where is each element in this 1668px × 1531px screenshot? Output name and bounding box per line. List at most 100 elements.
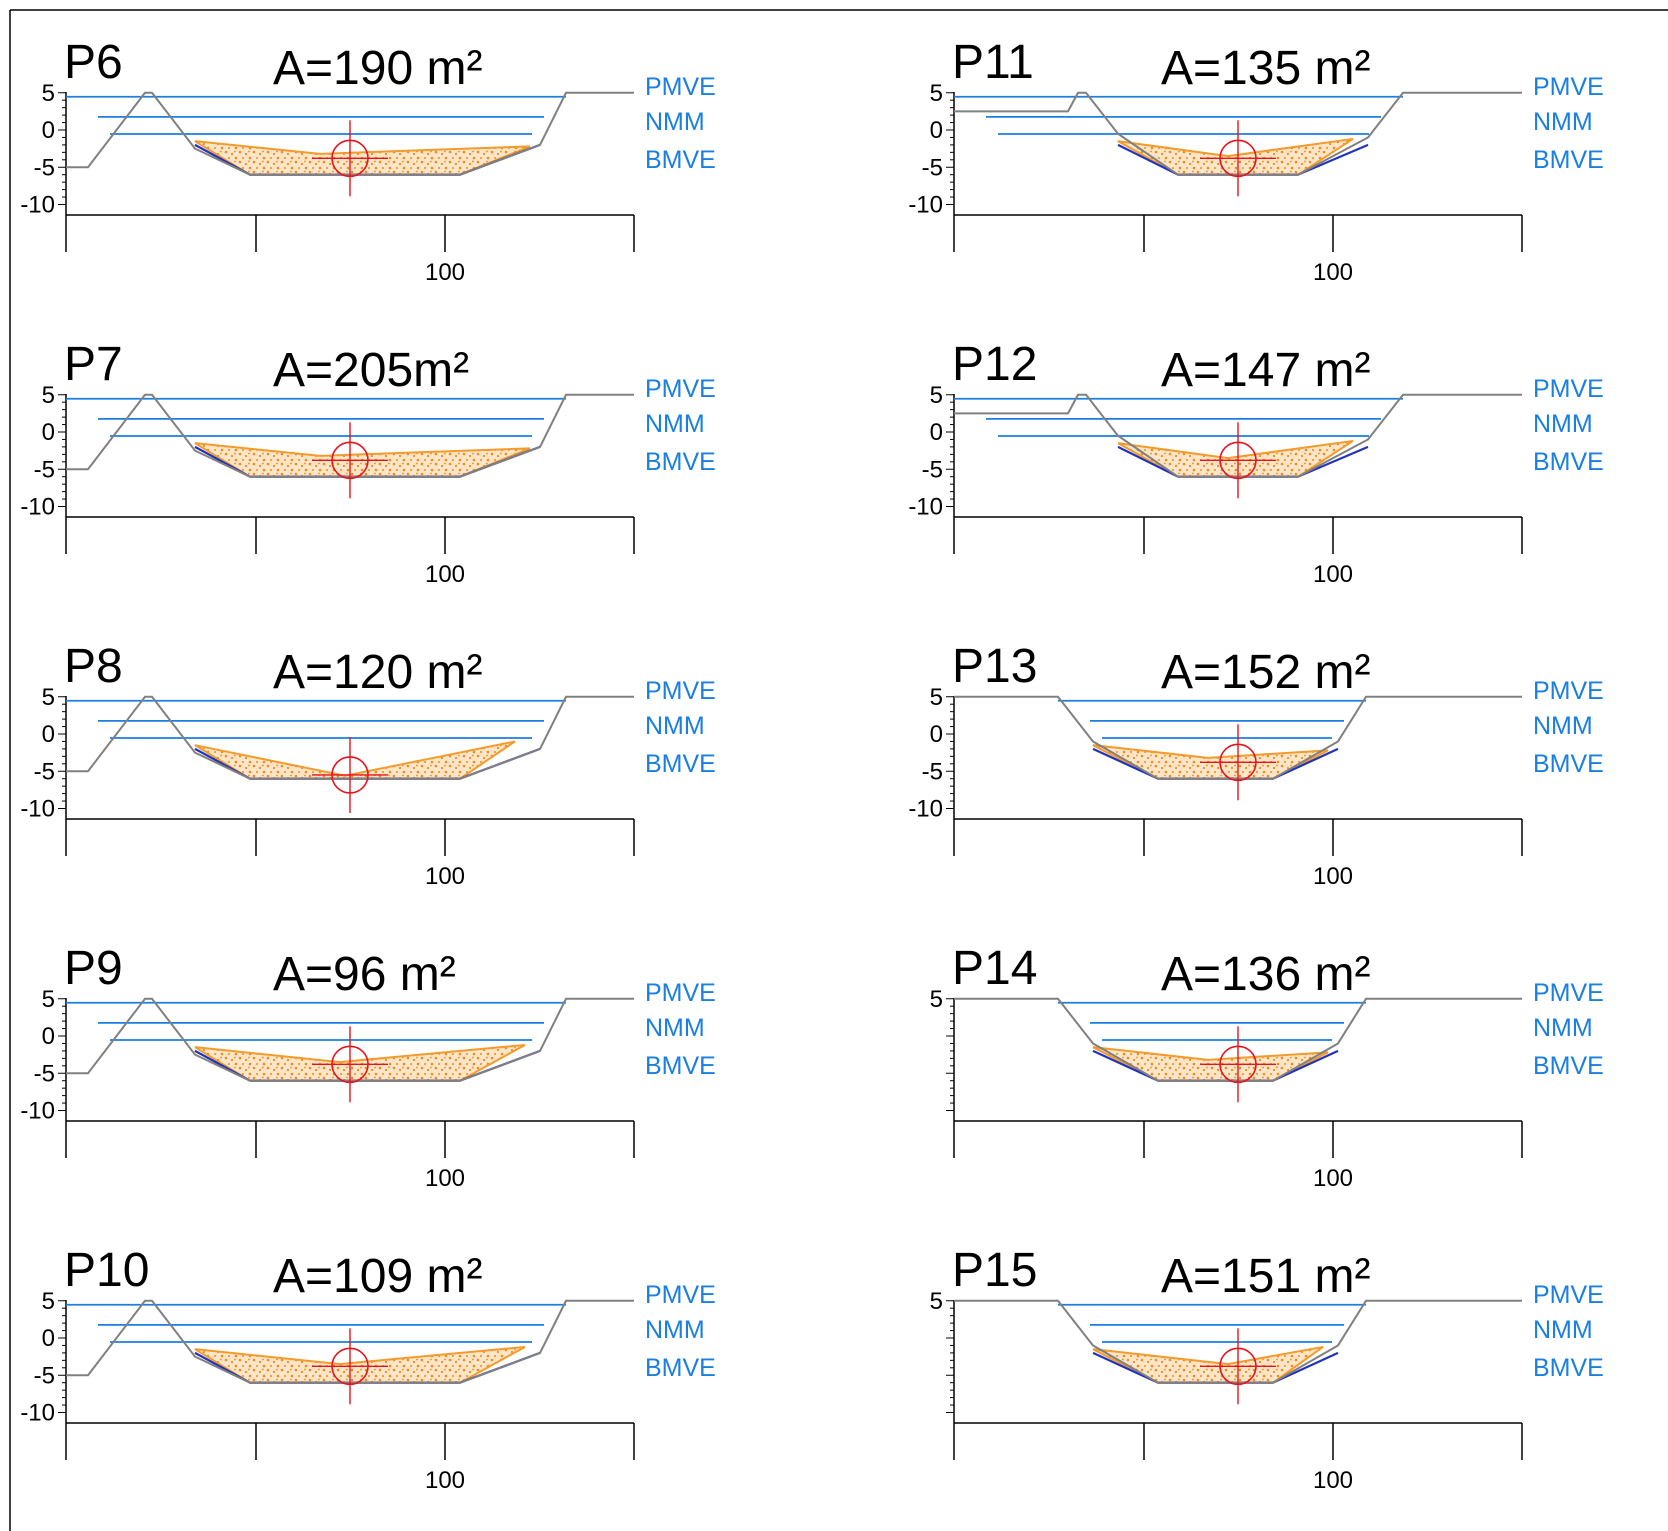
y-tick-label: 0 (42, 721, 55, 748)
section-panel-p13: P13 A=152 m² PMVE NMM BMVE 5 0 -5 -10 100 (908, 640, 1604, 890)
y-tick-label: -5 (922, 758, 943, 785)
y-tick-label: -10 (20, 1400, 55, 1427)
section-area-label: A=151 m² (1161, 1250, 1370, 1303)
legend-nmm: NMM (645, 1014, 705, 1042)
y-tick-label: 5 (930, 80, 943, 107)
section-id-label: P6 (64, 36, 123, 89)
section-area-label: A=135 m² (1161, 42, 1370, 95)
legend-pmve: PMVE (645, 73, 716, 101)
legend-pmve: PMVE (1533, 979, 1604, 1007)
y-tick-label: 5 (42, 1288, 55, 1315)
section-id-label: P8 (64, 640, 123, 693)
terrain-profile (66, 1299, 634, 1384)
y-tick-label: 0 (930, 117, 943, 144)
y-tick-label: -10 (20, 1098, 55, 1125)
x-tick-label-100: 100 (1313, 1467, 1353, 1494)
y-tick-label: 5 (42, 986, 55, 1013)
terrain-profile (954, 91, 1522, 176)
legend-bmve: BMVE (645, 1354, 716, 1382)
terrain-profile (954, 695, 1522, 780)
y-tick-label: 5 (42, 382, 55, 409)
y-tick-label: 5 (930, 986, 943, 1013)
section-panel-p6: P6 A=190 m² PMVE NMM BMVE 5 0 -5 -10 100 (20, 36, 716, 286)
x-tick-label-100: 100 (425, 1165, 465, 1192)
section-panel-p11: P11 A=135 m² PMVE NMM BMVE 5 0 -5 -10 100 (908, 36, 1604, 286)
terrain-profile (954, 1299, 1522, 1384)
y-tick-label: -5 (34, 758, 55, 785)
legend-nmm: NMM (645, 1316, 705, 1344)
y-tick-label: -5 (34, 1060, 55, 1087)
section-panel-p12: P12 A=147 m² PMVE NMM BMVE 5 0 -5 -10 100 (908, 338, 1604, 588)
y-tick-label: -10 (20, 494, 55, 521)
y-tick-label: 0 (930, 419, 943, 446)
section-id-label: P13 (952, 640, 1037, 693)
section-id-label: P15 (952, 1244, 1037, 1297)
y-tick-label: 0 (42, 1023, 55, 1050)
y-tick-label: -10 (908, 796, 943, 823)
terrain-profile (66, 393, 634, 478)
section-area-label: A=152 m² (1161, 646, 1370, 699)
y-tick-label: 0 (42, 117, 55, 144)
x-tick-label-100: 100 (425, 259, 465, 286)
legend-pmve: PMVE (1533, 375, 1604, 403)
y-tick-label: 5 (42, 684, 55, 711)
section-id-label: P11 (952, 36, 1034, 89)
section-id-label: P7 (64, 338, 123, 391)
legend-bmve: BMVE (1533, 1052, 1604, 1080)
legend-bmve: BMVE (645, 448, 716, 476)
section-id-label: P9 (64, 942, 123, 995)
y-tick-label: -10 (908, 494, 943, 521)
x-tick-label-100: 100 (1313, 561, 1353, 588)
legend-nmm: NMM (645, 410, 705, 438)
section-area-label: A=120 m² (273, 646, 482, 699)
terrain-profile (66, 91, 634, 176)
y-tick-label: -5 (34, 1362, 55, 1389)
section-panel-p10: P10 A=109 m² PMVE NMM BMVE 5 0 -5 -10 100 (20, 1244, 716, 1494)
legend-pmve: PMVE (1533, 73, 1604, 101)
section-area-label: A=136 m² (1161, 948, 1370, 1001)
y-tick-label: 5 (930, 684, 943, 711)
section-panel-p7: P7 A=205m² PMVE NMM BMVE 5 0 -5 -10 100 (20, 338, 716, 588)
x-tick-label-100: 100 (1313, 259, 1353, 286)
x-tick-label-100: 100 (425, 561, 465, 588)
legend-nmm: NMM (1533, 108, 1593, 136)
section-area-label: A=96 m² (273, 948, 456, 1001)
legend-nmm: NMM (1533, 1316, 1593, 1344)
y-tick-label: -5 (922, 154, 943, 181)
y-tick-label: 5 (42, 80, 55, 107)
legend-bmve: BMVE (1533, 750, 1604, 778)
legend-pmve: PMVE (645, 1281, 716, 1309)
y-tick-label: -5 (34, 456, 55, 483)
section-panel-p8: P8 A=120 m² PMVE NMM BMVE 5 0 -5 -10 100 (20, 640, 716, 890)
legend-pmve: PMVE (1533, 1281, 1604, 1309)
legend-bmve: BMVE (1533, 146, 1604, 174)
sediment-fill (194, 740, 516, 780)
y-tick-label: 5 (930, 382, 943, 409)
section-area-label: A=109 m² (273, 1250, 482, 1303)
section-area-label: A=205m² (273, 344, 469, 397)
legend-pmve: PMVE (645, 979, 716, 1007)
section-id-label: P12 (952, 338, 1037, 391)
legend-bmve: BMVE (645, 750, 716, 778)
section-panel-p15: P15 A=151 m² PMVE NMM BMVE 5 100 (930, 1244, 1604, 1494)
y-tick-label: 0 (42, 419, 55, 446)
legend-pmve: PMVE (645, 375, 716, 403)
x-tick-label-100: 100 (1313, 1165, 1353, 1192)
y-tick-label: 5 (930, 1288, 943, 1315)
y-tick-label: -5 (922, 456, 943, 483)
legend-nmm: NMM (645, 712, 705, 740)
y-tick-label: -5 (34, 154, 55, 181)
legend-bmve: BMVE (1533, 448, 1604, 476)
legend-pmve: PMVE (1533, 677, 1604, 705)
terrain-profile (66, 997, 634, 1082)
terrain-profile (66, 695, 634, 780)
y-tick-label: -10 (20, 796, 55, 823)
legend-bmve: BMVE (1533, 1354, 1604, 1382)
legend-nmm: NMM (1533, 410, 1593, 438)
section-id-label: P14 (952, 942, 1037, 995)
section-area-label: A=147 m² (1161, 344, 1370, 397)
legend-nmm: NMM (1533, 712, 1593, 740)
legend-bmve: BMVE (645, 1052, 716, 1080)
x-tick-label-100: 100 (425, 863, 465, 890)
